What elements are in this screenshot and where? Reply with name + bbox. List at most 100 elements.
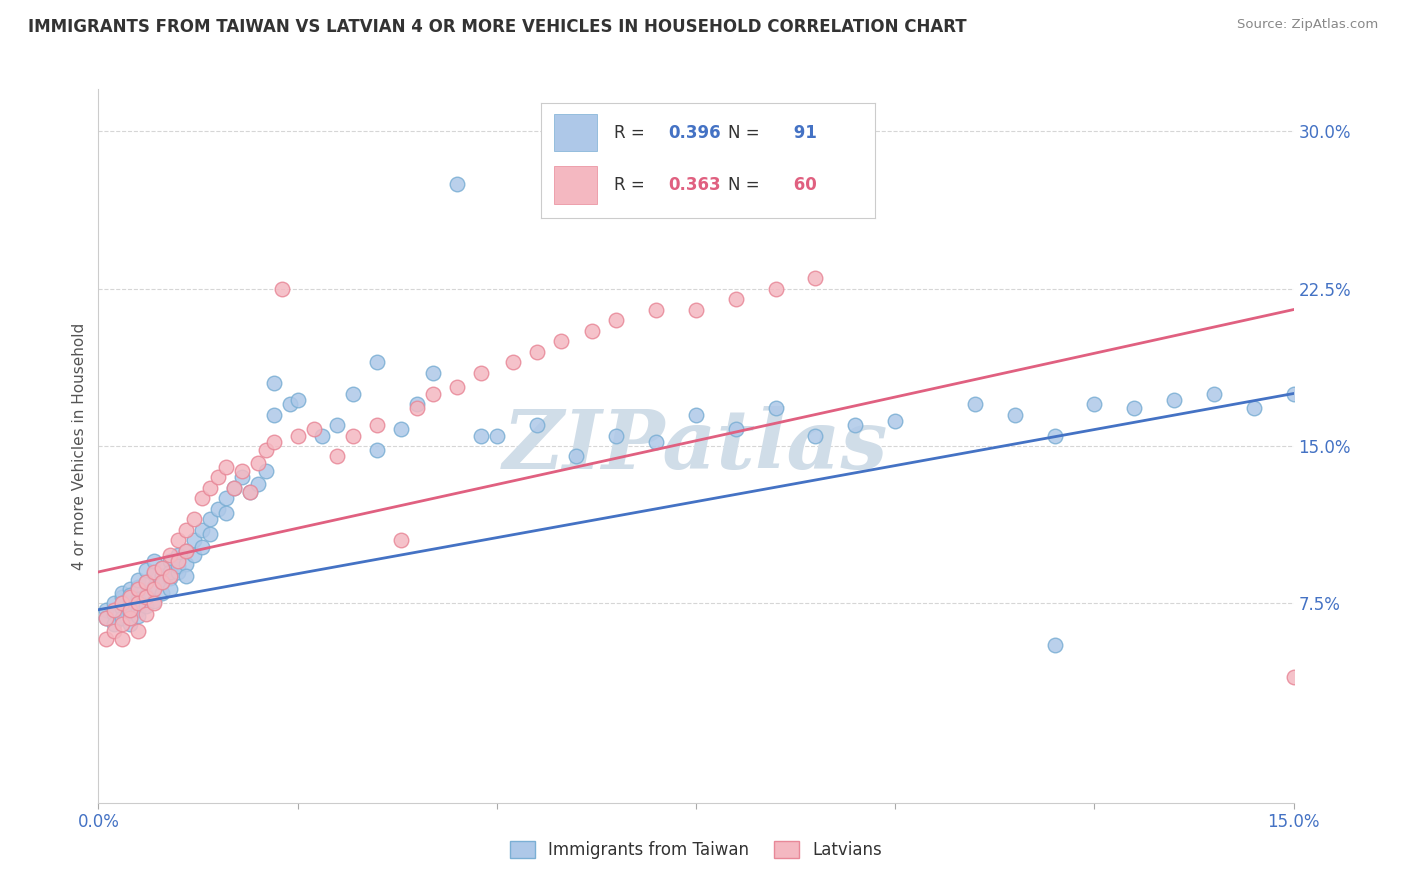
Point — [135, 588, 157, 602]
Point — [231, 464, 253, 478]
Point — [167, 533, 190, 548]
Point — [724, 292, 747, 306]
Point — [159, 548, 181, 562]
Point — [127, 624, 149, 638]
Point — [605, 428, 627, 442]
Point — [207, 470, 229, 484]
Point — [270, 282, 292, 296]
Point — [278, 397, 301, 411]
Point — [550, 334, 572, 348]
Point — [1282, 670, 1305, 684]
Point — [765, 401, 787, 416]
Point — [263, 376, 285, 390]
Point — [135, 563, 157, 577]
Point — [135, 607, 157, 621]
Point — [198, 481, 221, 495]
Point — [120, 611, 142, 625]
Point — [470, 428, 492, 442]
Point — [389, 422, 412, 436]
Point — [159, 569, 181, 583]
Text: ZIPatlas: ZIPatlas — [503, 406, 889, 486]
Point — [174, 569, 197, 583]
Point — [103, 603, 125, 617]
Point — [96, 603, 118, 617]
Point — [366, 443, 388, 458]
Point — [1123, 401, 1146, 416]
Point — [111, 596, 134, 610]
Point — [111, 611, 134, 625]
Point — [111, 617, 134, 632]
Point — [1083, 397, 1105, 411]
Point — [167, 565, 190, 579]
Point — [120, 590, 142, 604]
Point — [111, 632, 134, 646]
Point — [222, 481, 245, 495]
Point — [183, 533, 205, 548]
Point — [135, 599, 157, 613]
Point — [127, 603, 149, 617]
Point — [150, 575, 173, 590]
Point — [215, 506, 238, 520]
Point — [150, 560, 173, 574]
Point — [1043, 428, 1066, 442]
Point — [446, 380, 468, 394]
Point — [366, 417, 388, 432]
Point — [167, 558, 190, 573]
Point — [581, 324, 603, 338]
Point — [96, 611, 118, 625]
Point — [222, 481, 245, 495]
Point — [174, 544, 197, 558]
Point — [150, 586, 173, 600]
Point — [246, 456, 269, 470]
Point — [645, 302, 668, 317]
Point — [127, 574, 149, 588]
Point — [150, 575, 173, 590]
Point — [963, 397, 986, 411]
Point — [215, 491, 238, 506]
Point — [470, 366, 492, 380]
Point — [167, 554, 190, 568]
Point — [765, 282, 787, 296]
Point — [103, 624, 125, 638]
Point — [135, 575, 157, 590]
Point — [263, 408, 285, 422]
Point — [724, 422, 747, 436]
Point — [143, 582, 166, 596]
Point — [143, 567, 166, 582]
Point — [326, 450, 349, 464]
Point — [342, 386, 364, 401]
Point — [191, 540, 214, 554]
Point — [103, 596, 125, 610]
Point — [150, 560, 173, 574]
Point — [287, 428, 309, 442]
Point — [174, 544, 197, 558]
Point — [446, 177, 468, 191]
Point — [389, 533, 412, 548]
Point — [342, 428, 364, 442]
Point — [685, 408, 707, 422]
Point — [120, 617, 142, 632]
Point — [150, 569, 173, 583]
Point — [120, 588, 142, 602]
Point — [804, 428, 827, 442]
Point — [1004, 408, 1026, 422]
Point — [120, 603, 142, 617]
Text: Source: ZipAtlas.com: Source: ZipAtlas.com — [1237, 18, 1378, 31]
Point — [406, 401, 429, 416]
Point — [111, 586, 134, 600]
Point — [120, 594, 142, 608]
Y-axis label: 4 or more Vehicles in Household: 4 or more Vehicles in Household — [72, 322, 87, 570]
Point — [183, 512, 205, 526]
Point — [526, 417, 548, 432]
Point — [239, 485, 262, 500]
Point — [143, 565, 166, 579]
Point — [246, 476, 269, 491]
Point — [103, 617, 125, 632]
Point — [605, 313, 627, 327]
Point — [159, 565, 181, 579]
Legend: Immigrants from Taiwan, Latvians: Immigrants from Taiwan, Latvians — [503, 834, 889, 866]
Point — [159, 571, 181, 585]
Point — [143, 580, 166, 594]
Point — [174, 557, 197, 571]
Point — [804, 271, 827, 285]
